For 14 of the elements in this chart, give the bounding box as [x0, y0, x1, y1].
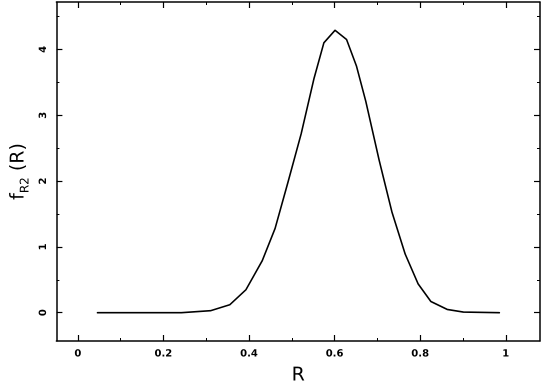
x-tick-label: 0.6: [326, 348, 344, 360]
x-tick-label: 0.8: [411, 348, 430, 360]
line-series: [96, 30, 500, 314]
x-tick-label: 0.4: [240, 348, 258, 360]
y-tick-label: 3: [38, 112, 49, 119]
x-axis-title: R: [292, 364, 305, 386]
y-tick-label: 2: [38, 178, 49, 185]
y-tick-label: 4: [38, 46, 49, 53]
x-tick-label: 0: [74, 348, 82, 360]
x-tick-label: 1: [502, 348, 510, 360]
x-tick-label: 0.2: [154, 348, 172, 360]
y-tick-label: 0: [38, 309, 49, 316]
y-tick-label: 1: [38, 243, 49, 250]
y-axis-title: fR2 (R): [6, 143, 32, 200]
